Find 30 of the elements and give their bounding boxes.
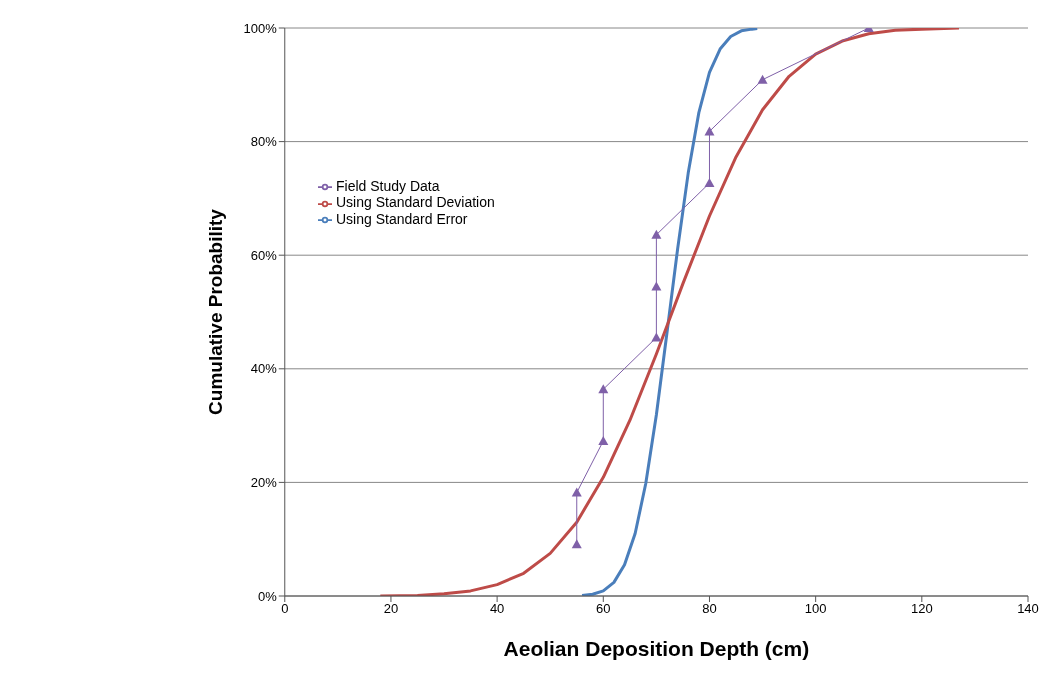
- y-tick-label: 40%: [250, 361, 278, 377]
- y-tick-label: 80%: [250, 134, 278, 150]
- point: [651, 332, 662, 342]
- point: [598, 435, 609, 445]
- point: [651, 229, 662, 239]
- x-tick-label: 100: [804, 601, 827, 617]
- x-tick-label: 0: [281, 601, 289, 617]
- y-tick-label: 0%: [257, 588, 278, 604]
- y-tick-label: 20%: [250, 475, 278, 491]
- line-series: [580, 28, 759, 596]
- legend-label: Field Study Data: [336, 178, 440, 194]
- x-tick-label: 20: [383, 601, 399, 617]
- y-tick-label: 60%: [250, 247, 278, 263]
- x-tick-label: 140: [1017, 601, 1039, 617]
- x-tick-label: 120: [910, 601, 933, 617]
- point: [704, 178, 715, 188]
- x-axis-title: Aeolian Deposition Depth (cm): [503, 637, 810, 660]
- point: [598, 384, 609, 394]
- legend-label: Using Standard Deviation: [336, 194, 495, 211]
- point: [571, 539, 582, 549]
- x-tick-label: 60: [596, 601, 611, 617]
- legend-label: Using Standard Error: [336, 210, 468, 227]
- x-tick-label: 40: [489, 601, 505, 617]
- point: [651, 281, 662, 291]
- y-tick-label: 100%: [243, 20, 278, 36]
- point: [704, 126, 715, 136]
- y-axis-title: Cumulative Probability: [204, 208, 226, 415]
- point: [571, 487, 582, 497]
- point: [757, 74, 768, 84]
- x-tick-label: 80: [702, 601, 717, 617]
